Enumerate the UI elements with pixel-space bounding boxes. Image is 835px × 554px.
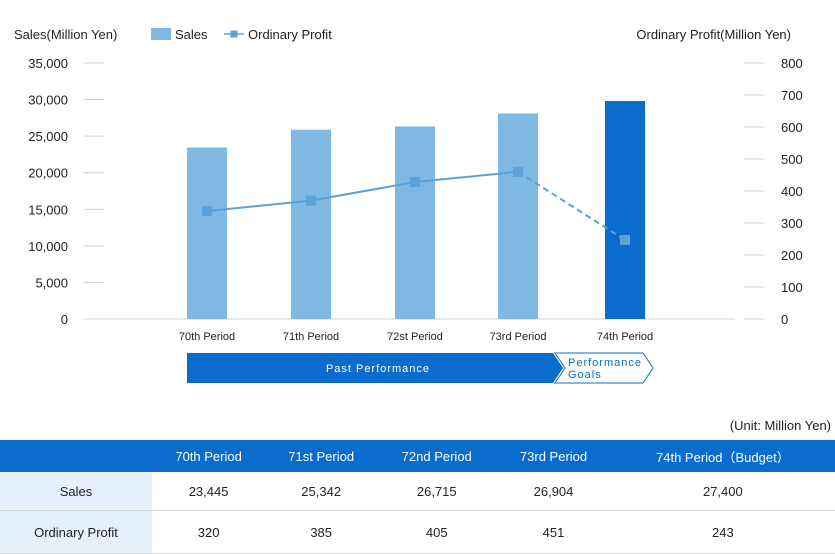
profit-point <box>306 195 316 206</box>
table-header-cell <box>0 440 152 472</box>
unit-note: (Unit: Million Yen) <box>729 418 831 433</box>
left-tick-label: 35,000 <box>28 56 68 71</box>
profit-line <box>202 166 630 245</box>
right-tick-label: 400 <box>781 184 803 199</box>
table-header-cell: 73rd Period <box>496 440 611 472</box>
table-cell: 25,342 <box>265 472 378 511</box>
table-header-row: 70th Period 71st Period 72nd Period 73rd… <box>0 440 835 472</box>
right-tick-label: 200 <box>781 248 803 263</box>
row-label: Ordinary Profit <box>0 510 152 554</box>
sales-bar <box>605 101 645 319</box>
phase-arrows: Past Performance Performance Goals <box>187 352 654 384</box>
right-tick-label: 700 <box>781 88 803 103</box>
table-row: Sales 23,445 25,342 26,715 26,904 27,400 <box>0 472 835 511</box>
table-cell: 405 <box>377 510 497 554</box>
sales-bars <box>187 101 645 320</box>
table-cell: 26,904 <box>496 472 611 511</box>
table-cell: 27,400 <box>610 472 835 511</box>
table-header-cell: 71st Period <box>265 440 378 472</box>
profit-line-forecast <box>517 170 626 241</box>
x-tick-label: 73rd Period <box>490 331 547 343</box>
right-tick-label: 800 <box>781 56 803 71</box>
table-header-cell: 74th Period（Budget） <box>610 440 835 472</box>
left-tick-label: 5,000 <box>35 275 68 290</box>
legend-bar-swatch <box>151 28 171 40</box>
left-tick-label: 0 <box>61 312 68 327</box>
profit-point <box>410 177 420 188</box>
sales-bar <box>498 113 538 320</box>
left-axis-title: Sales(Million Yen) <box>14 27 117 42</box>
profit-point <box>202 206 212 217</box>
legend-line-label: Ordinary Profit <box>248 27 332 42</box>
past-performance-label: Past Performance <box>326 363 430 375</box>
table-header-cell: 72nd Period <box>377 440 497 472</box>
right-tick-label: 500 <box>781 152 803 167</box>
performance-goals-arrow <box>554 352 654 384</box>
sales-bar <box>291 129 331 319</box>
left-tick-label: 25,000 <box>28 129 68 144</box>
profit-point <box>620 234 630 245</box>
left-tick-label: 10,000 <box>28 239 68 254</box>
right-tick-label: 600 <box>781 120 803 135</box>
x-axis-labels: 70th Period 71th Period 72st Period 73rd Pe… <box>179 331 653 343</box>
right-axis-title: Ordinary Profit(Million Yen) <box>636 27 791 42</box>
right-axis: 800 700 600 500 400 300 200 100 0 <box>744 56 803 327</box>
left-tick-label: 20,000 <box>28 166 68 181</box>
table-cell: 385 <box>265 510 378 554</box>
profit-point <box>513 166 523 177</box>
right-tick-label: 0 <box>781 312 788 327</box>
right-tick-label: 300 <box>781 216 803 231</box>
left-tick-label: 15,000 <box>28 202 68 217</box>
x-tick-label: 72st Period <box>387 331 443 343</box>
table-cell: 243 <box>610 510 835 554</box>
performance-goals-label-line2: Goals <box>568 369 602 381</box>
x-tick-label: 71th Period <box>283 331 339 343</box>
table-cell: 320 <box>152 510 266 554</box>
table-row: Ordinary Profit 320 385 405 451 243 <box>0 510 835 554</box>
results-table: 70th Period 71st Period 72nd Period 73rd… <box>0 440 835 554</box>
sales-bar <box>395 126 435 319</box>
table-cell: 23,445 <box>152 472 266 511</box>
right-tick-label: 100 <box>781 280 803 295</box>
x-tick-label: 74th Period <box>597 331 653 343</box>
left-tick-label: 30,000 <box>28 93 68 108</box>
row-label: Sales <box>0 472 152 511</box>
table-header-cell: 70th Period <box>152 440 266 472</box>
past-performance-arrow <box>187 353 563 383</box>
profit-line-actual <box>206 170 519 213</box>
legend-bar-label: Sales <box>175 27 208 42</box>
x-tick-label: 70th Period <box>179 331 235 343</box>
table-cell: 451 <box>496 510 611 554</box>
legend: Sales Ordinary Profit <box>151 27 332 42</box>
table-cell: 26,715 <box>377 472 497 511</box>
sales-bar <box>187 147 227 319</box>
sales-profit-chart: Sales(Million Yen) Ordinary Profit(Milli… <box>14 27 803 384</box>
performance-goals-label-line1: Performance <box>568 357 642 369</box>
legend-line-marker <box>230 30 238 38</box>
